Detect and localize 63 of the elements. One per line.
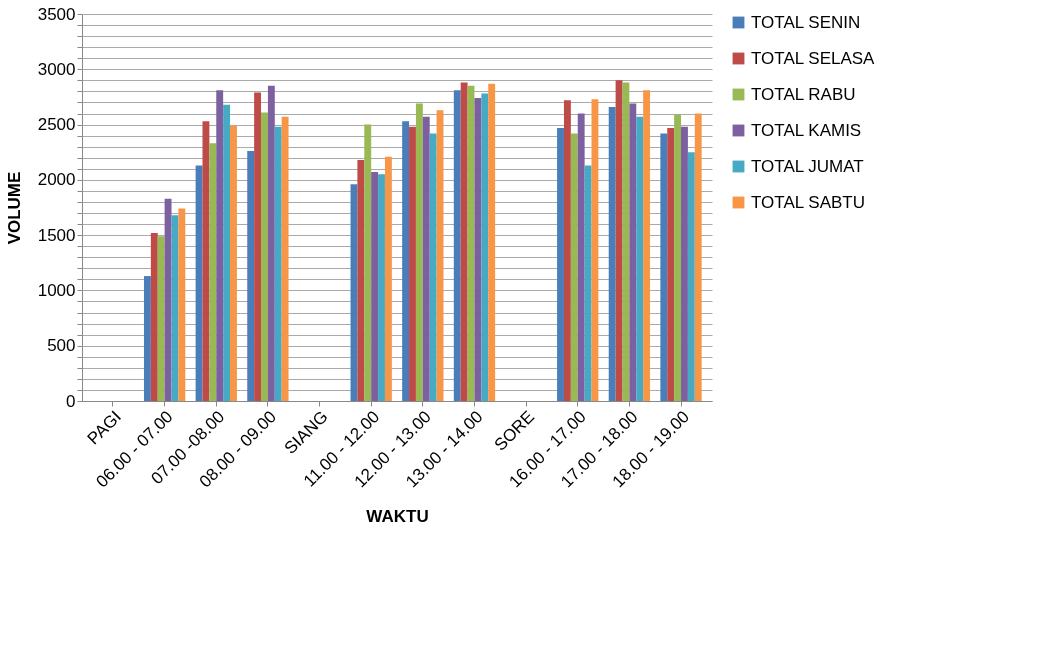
bar — [636, 116, 644, 401]
y-tick-label: 500 — [47, 336, 76, 356]
bar — [453, 90, 461, 401]
bar — [429, 133, 437, 401]
legend-label: TOTAL RABU — [751, 84, 856, 104]
legend-label: TOTAL JUMAT — [751, 156, 864, 176]
y-tick-label: 2500 — [37, 115, 76, 135]
bar — [460, 82, 468, 401]
y-tick-label: 1000 — [37, 280, 76, 300]
bar — [157, 236, 165, 401]
bar — [150, 232, 158, 401]
bar — [267, 85, 275, 401]
bar — [694, 113, 702, 401]
bar — [622, 82, 630, 401]
bar — [415, 103, 423, 401]
bar — [357, 159, 365, 401]
legend-label: TOTAL SABTU — [751, 192, 865, 212]
bar — [378, 174, 385, 401]
bar — [230, 125, 237, 401]
bar — [209, 143, 217, 401]
bar — [409, 126, 416, 401]
bar — [202, 121, 210, 401]
bar — [422, 116, 430, 401]
bar — [371, 172, 379, 401]
y-tick-label: 0 — [66, 391, 76, 411]
bar — [364, 124, 372, 401]
bar — [281, 116, 289, 401]
y-tick-label: 3000 — [37, 59, 76, 79]
bar — [481, 93, 489, 401]
bar — [687, 152, 695, 401]
bar — [274, 126, 282, 401]
bar — [474, 98, 482, 401]
y-tick-label: 3500 — [37, 4, 76, 24]
y-tick-label: 2000 — [37, 170, 76, 190]
y-axis-title: VOLUME — [4, 171, 24, 245]
bar — [608, 106, 616, 401]
bar — [563, 100, 571, 401]
bar — [143, 276, 151, 401]
bar — [584, 165, 592, 401]
bar — [674, 114, 682, 401]
bar — [216, 90, 224, 401]
bar — [577, 113, 585, 401]
legend-label: TOTAL SELASA — [751, 48, 876, 68]
bar — [488, 83, 496, 401]
y-tick-label: 1500 — [37, 225, 76, 245]
bar — [178, 208, 186, 401]
bar — [629, 103, 637, 401]
bar — [681, 126, 688, 401]
legend-label: TOTAL SENIN — [751, 12, 861, 32]
bar — [557, 127, 564, 401]
bar — [384, 156, 392, 401]
bar — [247, 151, 255, 401]
legend-label: TOTAL KAMIS — [751, 120, 862, 140]
bar — [402, 121, 410, 401]
bar — [667, 127, 675, 401]
bar — [223, 104, 231, 401]
bar — [570, 133, 578, 401]
bar — [164, 198, 172, 401]
bar — [643, 90, 651, 401]
bar — [660, 133, 668, 401]
bar — [254, 92, 262, 401]
x-axis-title: WAKTU — [366, 506, 429, 526]
bar — [261, 112, 268, 401]
